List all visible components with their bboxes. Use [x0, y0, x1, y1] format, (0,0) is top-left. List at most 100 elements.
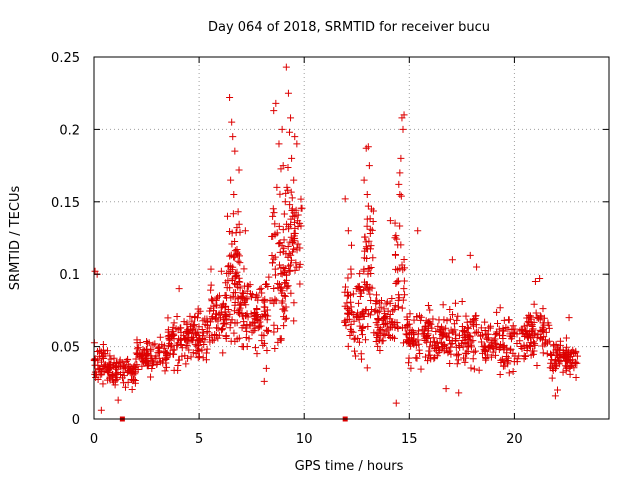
data-point: [239, 289, 247, 297]
data-point: [253, 291, 261, 299]
x-axis-label: GPS time / hours: [295, 459, 404, 474]
data-point: [273, 183, 281, 191]
data-point: [263, 346, 271, 354]
data-point: [234, 308, 242, 316]
data-point: [432, 328, 440, 336]
data-point: [462, 312, 470, 320]
data-point: [412, 341, 420, 349]
data-point: [269, 205, 277, 213]
data-point: [243, 327, 251, 335]
data-point: [231, 319, 239, 327]
data-point: [226, 284, 234, 292]
data-point: [506, 346, 514, 354]
data-point: [290, 176, 298, 184]
data-point: [469, 355, 477, 363]
data-point: [270, 321, 278, 329]
data-point: [116, 356, 124, 364]
data-point: [240, 322, 248, 330]
data-point: [241, 282, 249, 290]
data-point: [447, 350, 455, 358]
data-point: [280, 305, 288, 313]
data-point: [526, 342, 534, 350]
data-point: [277, 269, 285, 277]
data-point: [433, 339, 441, 347]
data-point: [296, 260, 304, 268]
data-point: [364, 322, 372, 330]
data-point: [502, 352, 510, 360]
data-point: [105, 365, 113, 373]
data-point: [391, 234, 399, 242]
data-point: [536, 275, 544, 283]
data-point: [422, 353, 430, 361]
data-point: [365, 162, 373, 170]
data-point: [392, 399, 400, 407]
data-point: [239, 343, 247, 351]
data-point: [143, 339, 151, 347]
data-point: [94, 356, 102, 364]
y-tick-label: 0.25: [51, 51, 80, 66]
data-point: [366, 290, 374, 298]
data-point: [188, 334, 196, 342]
data-point: [513, 358, 521, 366]
data-point: [99, 353, 107, 361]
data-point: [224, 305, 232, 313]
data-point: [170, 350, 178, 358]
y-tick-label: 0.15: [51, 196, 80, 211]
data-point: [286, 201, 294, 209]
data-point: [120, 372, 128, 380]
data-point: [170, 366, 178, 374]
data-point: [397, 192, 405, 200]
data-point: [237, 300, 245, 308]
data-point: [530, 347, 538, 355]
data-point: [189, 327, 197, 335]
data-point: [236, 278, 244, 286]
data-point: [291, 133, 299, 141]
data-point: [96, 371, 104, 379]
data-point: [209, 313, 217, 321]
data-point: [170, 319, 178, 327]
data-point: [240, 265, 248, 273]
data-point: [438, 345, 446, 353]
data-point: [562, 364, 570, 372]
data-point: [563, 343, 571, 351]
data-point: [541, 340, 549, 348]
data-point: [270, 107, 278, 115]
data-point: [281, 315, 289, 323]
data-point: [444, 333, 452, 341]
data-point: [191, 313, 199, 321]
data-point: [562, 334, 570, 342]
data-point: [556, 341, 564, 349]
data-point: [288, 256, 296, 264]
data-point: [95, 366, 103, 374]
data-point: [425, 351, 433, 359]
data-point: [280, 291, 288, 299]
data-point: [251, 309, 259, 317]
data-point: [413, 312, 421, 320]
data-point: [372, 319, 380, 327]
data-point: [470, 365, 478, 373]
data-point: [287, 261, 295, 269]
data-point: [364, 202, 372, 210]
data-point: [253, 350, 261, 358]
data-point: [374, 316, 382, 324]
y-axis-label: SRMTID / TECUs: [8, 186, 23, 291]
data-point: [548, 362, 556, 370]
data-point: [261, 310, 269, 318]
data-point: [472, 312, 480, 320]
data-point: [235, 166, 243, 174]
grid-lines: [94, 57, 609, 419]
data-point: [503, 358, 511, 366]
data-point: [451, 337, 459, 345]
data-point: [199, 317, 207, 325]
data-point: [272, 297, 280, 305]
data-point: [497, 359, 505, 367]
data-point: [406, 310, 414, 318]
data-point: [398, 261, 406, 269]
data-point: [496, 304, 504, 312]
data-point: [485, 324, 493, 332]
data-point: [466, 332, 474, 340]
data-point: [276, 239, 284, 247]
data-point: [477, 338, 485, 346]
data-point: [294, 217, 302, 225]
